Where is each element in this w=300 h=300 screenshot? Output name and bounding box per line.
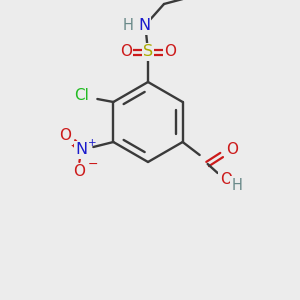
Text: O: O: [120, 44, 132, 59]
Text: H: H: [231, 178, 242, 193]
Text: O: O: [74, 164, 86, 179]
Text: S: S: [143, 44, 153, 59]
Text: H: H: [123, 19, 134, 34]
Text: O: O: [59, 128, 71, 143]
Text: +: +: [88, 138, 97, 148]
Text: O: O: [220, 172, 232, 188]
Text: N: N: [75, 142, 87, 158]
Text: O: O: [226, 142, 238, 158]
Text: N: N: [138, 19, 150, 34]
Text: O: O: [164, 44, 176, 59]
Text: Cl: Cl: [74, 88, 89, 104]
Text: −: −: [87, 158, 98, 171]
